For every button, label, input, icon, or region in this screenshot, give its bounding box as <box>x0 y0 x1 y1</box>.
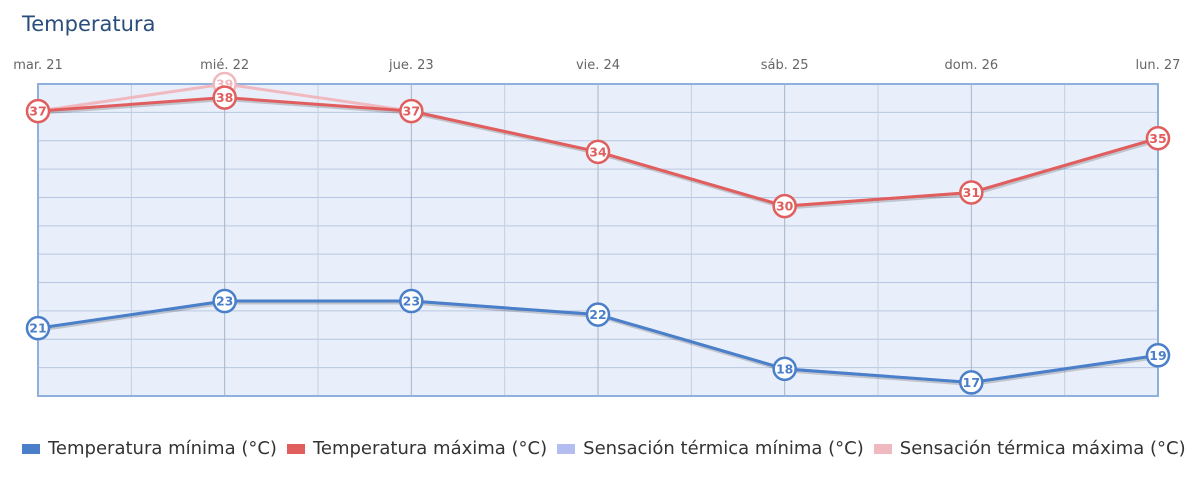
x-tick-label: mar. 21 <box>13 58 63 73</box>
data-point-marker <box>1145 126 1171 151</box>
data-point[interactable]: 19 <box>1145 343 1171 368</box>
data-point-marker <box>212 288 237 314</box>
data-label: 35 <box>1149 131 1166 146</box>
legend: Temperatura mínima (°C) Temperatura máxi… <box>22 438 1196 459</box>
x-tick-label: vie. 24 <box>576 58 620 73</box>
data-label: 21 <box>29 321 46 336</box>
legend-label-feel-max: Sensación térmica máxima (°C) <box>899 438 1186 459</box>
data-point[interactable]: 37 <box>399 98 424 124</box>
data-point-marker <box>399 98 424 124</box>
data-point-marker <box>212 85 237 110</box>
data-point-marker <box>772 356 797 382</box>
legend-swatch-feel-min <box>557 443 576 454</box>
data-point[interactable]: 17 <box>959 370 984 395</box>
legend-item-feel-min[interactable]: Sensación térmica mínima (°C) <box>557 438 864 459</box>
data-point[interactable]: 21 <box>25 315 51 341</box>
data-point-marker <box>772 193 797 219</box>
legend-item-temp-min[interactable]: Temperatura mínima (°C) <box>22 438 277 459</box>
data-point[interactable]: 34 <box>585 139 611 165</box>
data-point[interactable]: 23 <box>212 288 237 314</box>
legend-label-temp-max: Temperatura máxima (°C) <box>312 438 548 459</box>
data-point-marker <box>585 302 611 327</box>
data-point[interactable]: 31 <box>959 180 984 205</box>
data-point[interactable]: 18 <box>772 356 797 382</box>
data-point-marker <box>399 288 424 314</box>
legend-item-temp-max[interactable]: Temperatura máxima (°C) <box>286 438 548 459</box>
data-point[interactable]: 35 <box>1145 126 1171 151</box>
legend-label-feel-min: Sensación térmica mínima (°C) <box>583 438 864 459</box>
legend-item-feel-max[interactable]: Sensación térmica máxima (°C) <box>873 438 1186 459</box>
data-point[interactable]: 38 <box>212 85 237 110</box>
x-tick-label: lun. 27 <box>1136 58 1181 73</box>
legend-swatch-temp-min <box>22 443 40 454</box>
data-label: 34 <box>589 144 607 159</box>
x-tick-label: jue. 23 <box>388 58 434 73</box>
plot-border <box>37 83 1159 397</box>
data-label: 22 <box>589 307 606 322</box>
x-tick-label: mié. 22 <box>200 58 249 73</box>
data-label: 19 <box>1149 348 1166 363</box>
data-label: 38 <box>216 90 233 105</box>
data-label: 30 <box>776 199 794 214</box>
chart-title: Temperatura <box>22 12 156 36</box>
data-point-marker <box>959 370 984 395</box>
data-point-marker <box>585 139 611 165</box>
data-point-marker <box>1145 343 1171 368</box>
data-point[interactable]: 23 <box>399 288 424 314</box>
data-label: 18 <box>776 361 793 376</box>
x-tick-label: sáb. 25 <box>761 58 809 73</box>
data-point[interactable]: 37 <box>25 98 51 124</box>
data-point[interactable]: 30 <box>772 193 797 219</box>
data-label: 23 <box>403 294 420 309</box>
legend-label-temp-min: Temperatura mínima (°C) <box>48 438 277 459</box>
x-tick-label: dom. 26 <box>944 58 998 73</box>
data-label: 17 <box>963 375 980 390</box>
legend-swatch-temp-max <box>286 443 305 454</box>
data-point-marker <box>959 180 984 205</box>
data-label: 31 <box>963 185 980 200</box>
data-point[interactable]: 22 <box>585 302 611 327</box>
data-label: 37 <box>403 104 420 119</box>
data-point-marker <box>25 98 51 124</box>
data-label: 23 <box>216 294 233 309</box>
legend-swatch-feel-max <box>873 443 892 454</box>
data-label: 37 <box>29 104 46 119</box>
data-point-marker <box>25 315 51 341</box>
